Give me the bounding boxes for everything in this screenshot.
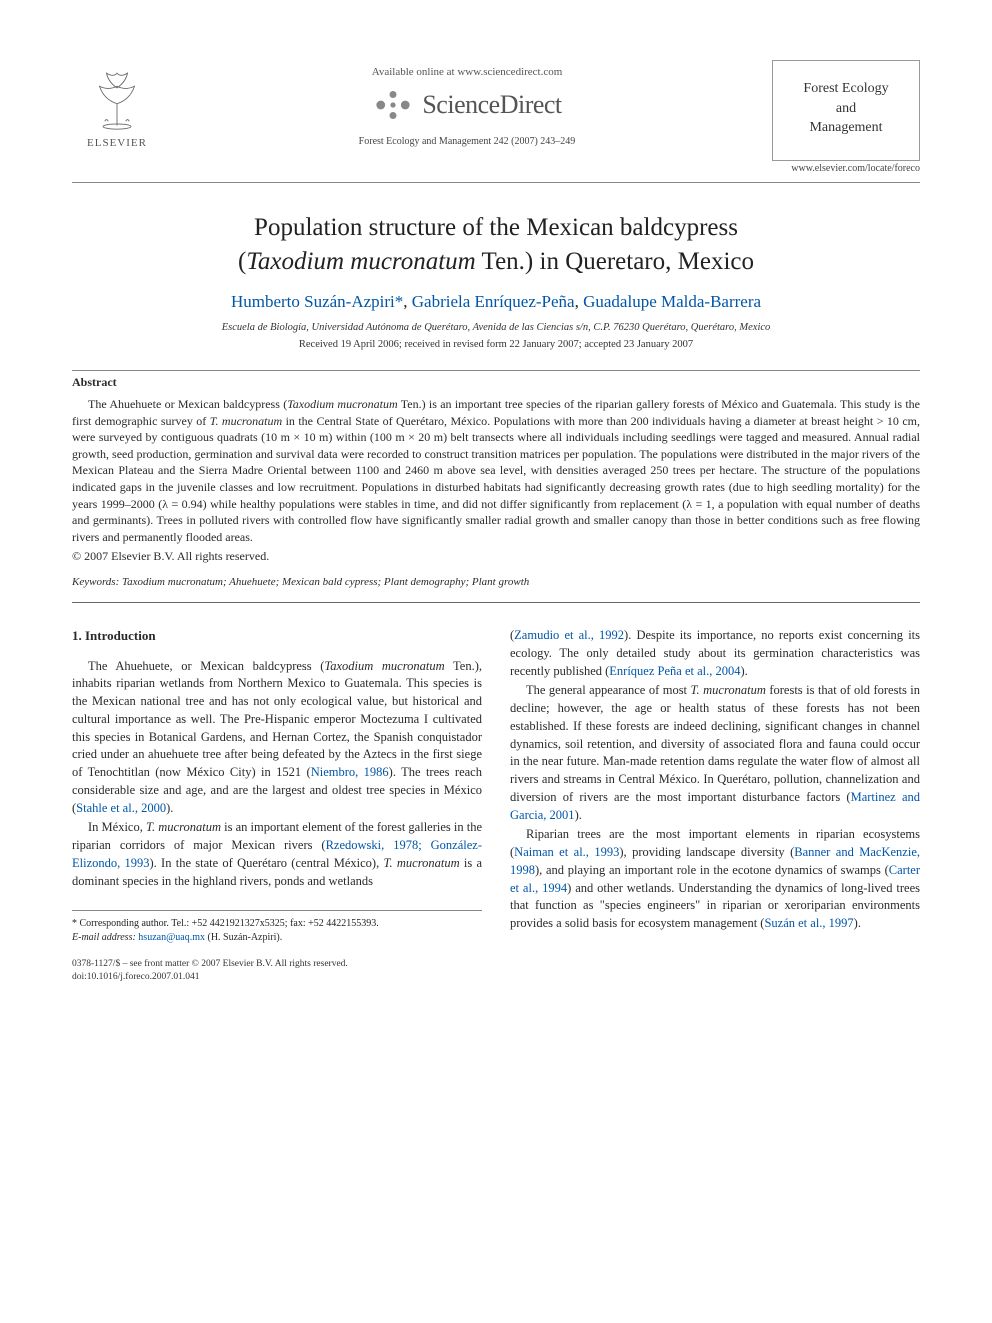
corresponding-footnote: * Corresponding author. Tel.: +52 442192… bbox=[72, 910, 482, 944]
email-tail: (H. Suzán-Azpiri). bbox=[205, 932, 282, 943]
author-2[interactable]: Gabriela Enríquez-Peña bbox=[412, 292, 575, 311]
article-dates: Received 19 April 2006; received in revi… bbox=[72, 339, 920, 350]
lc-p1-c: Ten.), inhabits riparian wetlands from N… bbox=[72, 659, 482, 780]
sciencedirect-icon bbox=[372, 84, 414, 126]
rc-p3-b: ), providing landscape diversity ( bbox=[619, 845, 794, 859]
lc-p2-sp1: T. mucronatum bbox=[146, 820, 221, 834]
available-online-text: Available online at www.sciencedirect.co… bbox=[162, 66, 772, 78]
rc-p1-c: ). bbox=[741, 664, 748, 678]
rc-p2-d: ). bbox=[575, 808, 582, 822]
author-sep2: , bbox=[575, 292, 584, 311]
abs-sp2: T. mucronatum bbox=[210, 414, 282, 428]
ref-naiman[interactable]: Naiman et al., 1993 bbox=[514, 845, 619, 859]
rc-p2-c: forests is that of old forests in declin… bbox=[510, 683, 920, 804]
center-header: Available online at www.sciencedirect.co… bbox=[162, 60, 772, 147]
abstract-heading: Abstract bbox=[72, 375, 920, 390]
title-line1: Population structure of the Mexican bald… bbox=[254, 214, 738, 241]
doi-line: doi:10.1016/j.foreco.2007.01.041 bbox=[72, 971, 920, 984]
keywords-text: Taxodium mucronatum; Ahuehuete; Mexican … bbox=[119, 576, 529, 588]
ref-stahle[interactable]: Stahle et al., 2000 bbox=[76, 801, 166, 815]
sciencedirect-text: ScienceDirect bbox=[422, 90, 561, 120]
body-columns: 1. Introduction The Ahuehuete, or Mexica… bbox=[72, 627, 920, 944]
corr-author-line: * Corresponding author. Tel.: +52 442192… bbox=[72, 917, 482, 931]
pre-abstract-rule bbox=[72, 370, 920, 371]
keywords-line: Keywords: Taxodium mucronatum; Ahuehuete… bbox=[72, 576, 920, 588]
author-3[interactable]: Guadalupe Malda-Barrera bbox=[583, 292, 761, 311]
rc-p3-c: ), and playing an important role in the … bbox=[535, 863, 889, 877]
lc-p2-d: ). In the state of Querétaro (central Mé… bbox=[150, 856, 384, 870]
left-column: 1. Introduction The Ahuehuete, or Mexica… bbox=[72, 627, 482, 944]
lc-p2-a: In México, bbox=[88, 820, 146, 834]
email-link[interactable]: hsuzan@uaq.mx bbox=[138, 932, 205, 943]
issn-line: 0378-1127/$ – see front matter © 2007 El… bbox=[72, 958, 920, 971]
bottom-meta: 0378-1127/$ – see front matter © 2007 El… bbox=[72, 958, 920, 984]
page: ELSEVIER Available online at www.science… bbox=[0, 0, 992, 1034]
ref-niembro[interactable]: Niembro, 1986 bbox=[311, 765, 389, 779]
rc-p2-sp: T. mucronatum bbox=[691, 683, 766, 697]
lc-p2-sp2: T. mucronatum bbox=[383, 856, 459, 870]
lc-p1-sp: Taxodium mucronatum bbox=[324, 659, 444, 673]
rc-p3-e: ). bbox=[854, 916, 861, 930]
journal-box-line2: and bbox=[781, 99, 911, 119]
publisher-logo-block: ELSEVIER bbox=[72, 60, 162, 149]
abs-t3: in the Central State of Querétaro, Méxic… bbox=[72, 414, 920, 544]
locate-url: www.elsevier.com/locate/foreco bbox=[772, 163, 920, 174]
header-rule bbox=[72, 182, 920, 183]
publisher-label: ELSEVIER bbox=[72, 137, 162, 149]
copyright-line: © 2007 Elsevier B.V. All rights reserved… bbox=[72, 549, 920, 564]
ref-suzan[interactable]: Suzán et al., 1997 bbox=[764, 916, 853, 930]
ref-zamudio[interactable]: Zamudio et al., 1992 bbox=[514, 628, 624, 642]
journal-reference: Forest Ecology and Management 242 (2007)… bbox=[162, 136, 772, 147]
keywords-label: Keywords: bbox=[72, 576, 119, 588]
author-1[interactable]: Humberto Suzán-Azpiri bbox=[231, 292, 395, 311]
lc-p1-a: The Ahuehuete, or Mexican baldcypress ( bbox=[88, 659, 324, 673]
post-abstract-rule bbox=[72, 602, 920, 603]
journal-cover-box: Forest Ecology and Management bbox=[772, 60, 920, 161]
header-row: ELSEVIER Available online at www.science… bbox=[72, 60, 920, 174]
journal-box-wrap: Forest Ecology and Management www.elsevi… bbox=[772, 60, 920, 174]
abstract-body: The Ahuehuete or Mexican baldcypress (Ta… bbox=[72, 396, 920, 545]
journal-box-line3: Management bbox=[781, 118, 911, 138]
journal-box-line1: Forest Ecology bbox=[781, 79, 911, 99]
elsevier-tree-icon bbox=[82, 60, 152, 130]
sciencedirect-brand: ScienceDirect bbox=[162, 84, 772, 126]
rc-p2-a: The general appearance of most bbox=[526, 683, 691, 697]
author-sep1: , bbox=[403, 292, 412, 311]
title-species: Taxodium mucronatum bbox=[246, 248, 475, 275]
lc-p1-e: ). bbox=[166, 801, 173, 815]
ref-enriquez[interactable]: Enríquez Peña et al., 2004 bbox=[609, 664, 740, 678]
authors-line: Humberto Suzán-Azpiri*, Gabriela Enríque… bbox=[72, 292, 920, 312]
abs-t1: The Ahuehuete or Mexican baldcypress ( bbox=[88, 397, 287, 411]
affiliation: Escuela de Biología, Universidad Autónom… bbox=[72, 322, 920, 333]
corr-star: * bbox=[395, 292, 404, 311]
article-title: Population structure of the Mexican bald… bbox=[72, 211, 920, 279]
right-column: (Zamudio et al., 1992). Despite its impo… bbox=[510, 627, 920, 944]
email-label: E-mail address: bbox=[72, 932, 136, 943]
abs-sp1: Taxodium mucronatum bbox=[287, 397, 397, 411]
intro-heading: 1. Introduction bbox=[72, 627, 482, 645]
title-line2-post: Ten.) in Queretaro, Mexico bbox=[476, 248, 754, 275]
email-line: E-mail address: hsuzan@uaq.mx (H. Suzán-… bbox=[72, 931, 482, 945]
